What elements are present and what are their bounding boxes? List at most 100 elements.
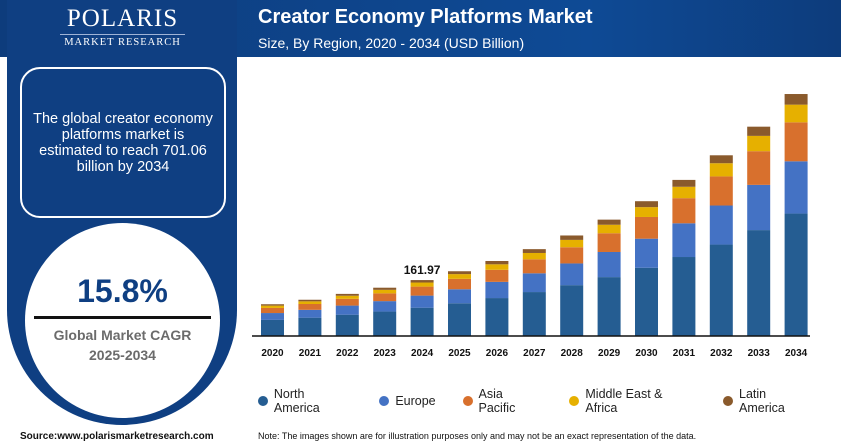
logo-name: POLARIS	[66, 5, 179, 32]
bar-segment-north-america-2031	[672, 257, 696, 336]
logo: POLARIS MARKET RESEARCH	[60, 6, 185, 48]
x-tick-label: 2020	[261, 348, 284, 359]
bar-segment-middle-east-africa-2028	[560, 239, 584, 248]
bar-segment-middle-east-africa-2034	[784, 104, 808, 123]
bar-segment-asia-pacific-2024	[410, 286, 434, 296]
bar-segment-europe-2026	[485, 281, 509, 299]
x-tick-label: 2030	[635, 348, 658, 359]
bar-segment-latin-america-2025	[448, 271, 471, 275]
bar-segment-middle-east-africa-2029	[597, 224, 621, 234]
bar-segment-middle-east-africa-2022	[335, 295, 359, 299]
bar-segment-latin-america-2027	[522, 249, 546, 253]
bar-segment-europe-2029	[597, 251, 621, 278]
bar-segment-europe-2022	[335, 305, 359, 315]
bar-segment-europe-2024	[410, 295, 434, 308]
bar-segment-asia-pacific-2026	[485, 269, 509, 282]
bar-segment-latin-america-2034	[784, 94, 808, 105]
bar-segment-latin-america-2023	[373, 287, 397, 290]
bar-segment-latin-america-2026	[485, 260, 509, 265]
bar-segment-middle-east-africa-2027	[522, 252, 546, 260]
x-tick-label: 2025	[448, 348, 471, 359]
bar-segment-north-america-2030	[635, 267, 658, 336]
legend-label: Middle East & Africa	[585, 387, 663, 415]
bar-segment-asia-pacific-2022	[335, 298, 359, 306]
stacked-bar-chart: 2020 2021 2022 2023 2024 161.97 2025 2026 2027 20…	[252, 94, 810, 359]
x-tick-label: 2021	[299, 348, 322, 359]
bar-segment-latin-america-2020	[261, 304, 284, 306]
bar-segment-north-america-2021	[298, 317, 322, 336]
bar-segment-north-america-2027	[522, 292, 546, 336]
bar-segment-middle-east-africa-2020	[261, 305, 284, 308]
bar-segment-europe-2031	[672, 223, 696, 258]
bar-segment-middle-east-africa-2023	[373, 289, 397, 294]
bar-segment-latin-america-2021	[298, 299, 322, 302]
bar-segment-asia-pacific-2027	[522, 259, 546, 274]
cagr-circle: 15.8% Global Market CAGR 2025-2034	[25, 223, 220, 418]
logo-tagline: MARKET RESEARCH	[60, 34, 185, 48]
bar-segment-europe-2033	[747, 184, 771, 231]
bar-segment-middle-east-africa-2031	[672, 186, 696, 199]
bar-segment-asia-pacific-2034	[784, 122, 808, 162]
info-text: The global creator economy platforms mar…	[33, 110, 213, 175]
bar-segment-asia-pacific-2030	[635, 216, 658, 239]
bar-segment-north-america-2026	[485, 298, 509, 336]
bar-segment-europe-2025	[448, 289, 471, 304]
bar-segment-middle-east-africa-2021	[298, 301, 322, 305]
x-tick-label: 2024	[411, 348, 434, 359]
bar-segment-asia-pacific-2023	[373, 293, 397, 302]
data-label: 161.97	[404, 263, 441, 277]
x-tick-label: 2033	[748, 348, 771, 359]
cagr-period: 2025-2034	[89, 347, 156, 363]
legend-label: North America	[273, 387, 320, 415]
bar-segment-asia-pacific-2033	[747, 151, 771, 185]
bar-segment-europe-2034	[784, 161, 808, 214]
x-tick-label: 2032	[710, 348, 733, 359]
bar-segment-latin-america-2028	[560, 235, 584, 240]
legend-swatch	[258, 396, 268, 406]
bar-segment-latin-america-2031	[672, 179, 696, 187]
bar-segment-europe-2023	[373, 301, 397, 312]
bar-segment-latin-america-2024	[410, 280, 434, 283]
info-box: The global creator economy platforms mar…	[20, 67, 226, 218]
bar-segment-asia-pacific-2020	[261, 307, 284, 314]
cagr-value: 15.8%	[77, 273, 168, 309]
bar-segment-north-america-2033	[747, 230, 771, 336]
bar-segment-europe-2027	[522, 273, 546, 293]
legend-swatch	[462, 396, 473, 406]
bar-segment-europe-2020	[261, 313, 284, 320]
legend-item: Middle East & Africa	[569, 387, 696, 415]
legend-label: Asia Pacific	[478, 387, 516, 415]
bar-segment-north-america-2029	[597, 277, 621, 336]
bar-segment-north-america-2024	[410, 307, 434, 336]
legend-item: Latin America	[723, 387, 814, 415]
bar-segment-middle-east-africa-2033	[747, 135, 771, 152]
bar-segment-middle-east-africa-2030	[635, 207, 658, 217]
chart-subtitle: Size, By Region, 2020 - 2034 (USD Billio…	[258, 35, 525, 51]
cagr-divider	[34, 316, 211, 319]
legend-swatch	[569, 396, 580, 406]
bar-segment-latin-america-2033	[747, 126, 771, 136]
bar-segment-europe-2021	[298, 309, 322, 318]
chart-title: Creator Economy Platforms Market	[258, 6, 593, 28]
bar-segment-asia-pacific-2021	[298, 304, 322, 310]
legend-label: Latin America	[739, 387, 785, 415]
bar-segment-latin-america-2029	[597, 219, 621, 225]
bar-segment-north-america-2023	[373, 311, 397, 336]
bar-segment-middle-east-africa-2026	[485, 264, 509, 270]
legend: North America Europe Asia Pacific Middle Ea…	[258, 387, 841, 415]
x-tick-label: 2029	[598, 348, 621, 359]
bar-segment-latin-america-2030	[635, 201, 658, 208]
x-tick-label: 2026	[486, 348, 509, 359]
x-tick-label: 2034	[785, 348, 808, 359]
bar-segment-asia-pacific-2025	[448, 278, 471, 290]
legend-swatch	[379, 396, 390, 406]
legend-item: North America	[258, 387, 352, 415]
legend-item: Asia Pacific	[462, 387, 543, 415]
bar-segment-middle-east-africa-2025	[448, 274, 471, 279]
note-text: Note: The images shown are for illustrat…	[258, 431, 697, 441]
legend-label: Europe	[395, 394, 436, 408]
bar-segment-asia-pacific-2031	[672, 198, 696, 224]
bar-segment-north-america-2020	[261, 319, 284, 336]
bar-segment-north-america-2034	[784, 213, 808, 336]
bar-segment-north-america-2022	[335, 314, 359, 336]
